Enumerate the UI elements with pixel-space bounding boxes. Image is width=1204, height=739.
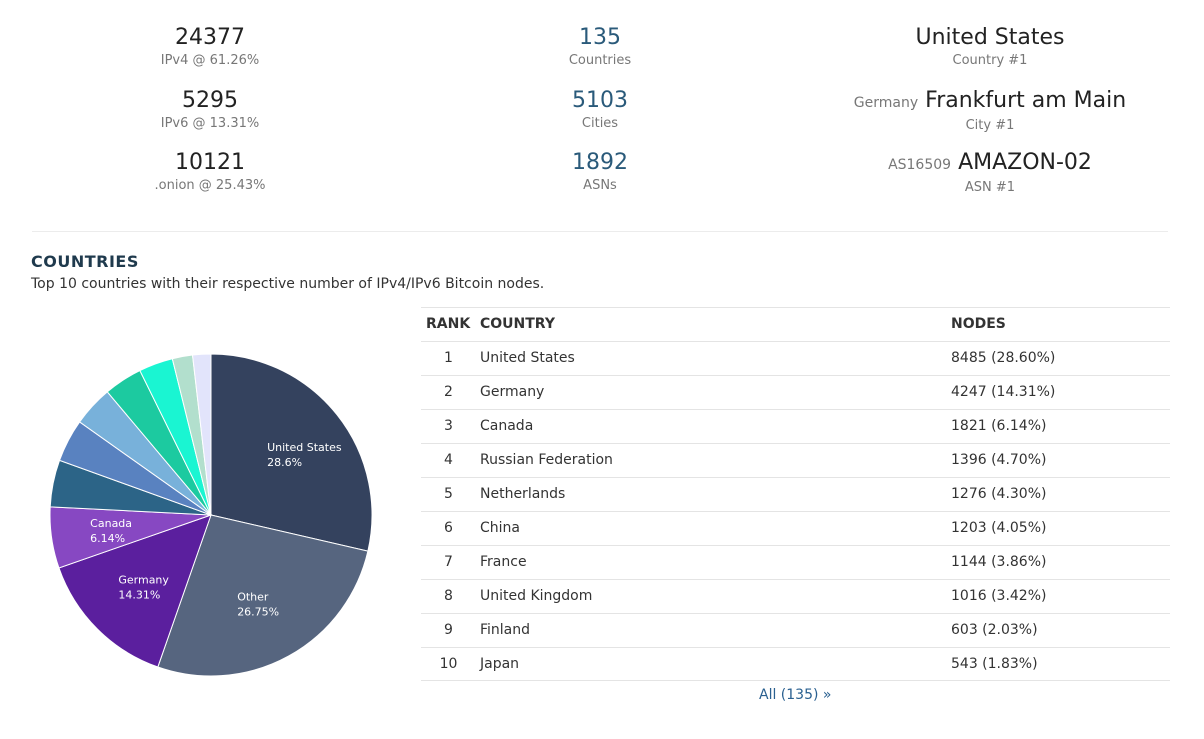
- row-country: Canada: [480, 418, 534, 434]
- onion-label: .onion @ 25.43%: [154, 178, 266, 193]
- row-rank: 3: [444, 418, 453, 434]
- row-rank: 5: [444, 486, 453, 502]
- row-country: Netherlands: [480, 486, 566, 502]
- row-country: United Kingdom: [480, 588, 593, 604]
- row-nodes: 1821 (6.14%): [951, 418, 1047, 434]
- table-row: 2 Germany 4247 (14.31%): [421, 375, 1170, 409]
- pie-slice-germany[interactable]: [58, 514, 212, 668]
- asns-label: ASNs: [583, 178, 617, 193]
- countries-pie-chart: United States 28.6% Other 26.75% Germany 14.3…: [50, 354, 372, 676]
- top-city-stat: Germany Frankfurt am Main City #1: [820, 87, 1160, 135]
- top-city-value: Frankfurt am Main: [925, 88, 1127, 113]
- table-row: 8 United Kingdom 1016 (3.42%): [421, 579, 1170, 613]
- ipv6-label: IPv6 @ 13.31%: [160, 116, 260, 131]
- pie-label-value: 6.14%: [90, 532, 125, 545]
- pie-slice-japan[interactable]: [191, 354, 212, 516]
- section-description: Top 10 countries with their respective n…: [31, 276, 545, 292]
- top-asn-label: ASN #1: [964, 180, 1016, 195]
- table-row: 9 Finland 603 (2.03%): [421, 613, 1170, 647]
- table-row: 1 United States 8485 (28.60%): [421, 341, 1170, 375]
- row-nodes: 603 (2.03%): [951, 622, 1038, 638]
- row-nodes: 1396 (4.70%): [951, 452, 1047, 468]
- pie-label-name: Germany: [118, 574, 169, 587]
- section-title: COUNTRIES: [31, 252, 139, 271]
- pie-label-value: 14.31%: [118, 589, 160, 602]
- top-asn-value: AMAZON-02: [958, 150, 1092, 175]
- row-nodes: 543 (1.83%): [951, 656, 1038, 672]
- countries-count: 135: [579, 25, 621, 50]
- cities-stat: 5103 Cities: [500, 87, 700, 133]
- row-nodes: 1276 (4.30%): [951, 486, 1047, 502]
- table-row: 7 France 1144 (3.86%): [421, 545, 1170, 579]
- ipv4-stat: 24377 IPv4 @ 61.26%: [110, 24, 310, 70]
- row-nodes: 1016 (3.42%): [951, 588, 1047, 604]
- ipv6-stat: 5295 IPv6 @ 13.31%: [110, 87, 310, 133]
- row-rank: 2: [444, 384, 453, 400]
- asns-count: 1892: [572, 150, 628, 175]
- cities-label: Cities: [581, 116, 619, 131]
- pie-label-name: United States: [267, 441, 342, 454]
- asns-stat: 1892 ASNs: [500, 149, 700, 195]
- row-country: France: [480, 554, 527, 570]
- row-country: Finland: [480, 622, 531, 638]
- top-country-stat: United States Country #1: [820, 24, 1160, 70]
- top-country-label: Country #1: [952, 53, 1028, 68]
- top-asn-stat: AS16509 AMAZON-02 ASN #1: [820, 149, 1160, 197]
- row-country: Japan: [480, 656, 520, 672]
- countries-stat: 135 Countries: [500, 24, 700, 70]
- countries-table: RANK COUNTRY NODES 1 United States 8485 …: [421, 307, 1170, 681]
- table-header: RANK COUNTRY NODES: [421, 307, 1170, 341]
- ipv4-label: IPv4 @ 61.26%: [160, 53, 260, 68]
- table-row: 10 Japan 543 (1.83%): [421, 647, 1170, 681]
- row-rank: 10: [439, 656, 458, 672]
- pie-slice-united-states[interactable]: [210, 354, 372, 552]
- countries-label: Countries: [568, 53, 632, 68]
- row-rank: 8: [444, 588, 453, 604]
- table-row: 6 China 1203 (4.05%): [421, 511, 1170, 545]
- pie-slice-other[interactable]: [157, 514, 369, 676]
- section-divider: [32, 231, 1168, 232]
- cities-count: 5103: [572, 88, 628, 113]
- row-country: United States: [480, 350, 575, 366]
- summary-stats: 24377 IPv4 @ 61.26% 5295 IPv6 @ 13.31% 1…: [0, 0, 1204, 230]
- onion-count: 10121: [175, 150, 245, 175]
- row-rank: 4: [444, 452, 453, 468]
- row-nodes: 1144 (3.86%): [951, 554, 1047, 570]
- row-rank: 6: [444, 520, 453, 536]
- table-row: 3 Canada 1821 (6.14%): [421, 409, 1170, 443]
- row-rank: 9: [444, 622, 453, 638]
- header-country: COUNTRY: [480, 316, 555, 332]
- row-country: Russian Federation: [480, 452, 613, 468]
- pie-label-name: Canada: [90, 517, 132, 530]
- top-city-label: City #1: [965, 118, 1015, 133]
- header-nodes: NODES: [951, 316, 1006, 332]
- row-nodes: 8485 (28.60%): [951, 350, 1056, 366]
- pie-svg: United States 28.6% Other 26.75% Germany 14.3…: [50, 354, 372, 676]
- row-nodes: 4247 (14.31%): [951, 384, 1056, 400]
- table-row: 5 Netherlands 1276 (4.30%): [421, 477, 1170, 511]
- pie-label-value: 26.75%: [237, 605, 279, 618]
- ipv6-count: 5295: [182, 88, 238, 113]
- top-asn-number: AS16509: [888, 157, 952, 173]
- row-nodes: 1203 (4.05%): [951, 520, 1047, 536]
- row-rank: 7: [444, 554, 453, 570]
- pie-label-name: Other: [237, 590, 269, 603]
- pie-label-value: 28.6%: [267, 456, 302, 469]
- top-country-value: United States: [915, 25, 1065, 50]
- ipv4-count: 24377: [175, 25, 245, 50]
- row-rank: 1: [444, 350, 453, 366]
- table-row: 4 Russian Federation 1396 (4.70%): [421, 443, 1170, 477]
- all-countries-link[interactable]: All (135) »: [759, 687, 832, 703]
- top-city-country: Germany: [853, 95, 919, 111]
- header-rank: RANK: [426, 316, 471, 332]
- onion-stat: 10121 .onion @ 25.43%: [110, 149, 310, 195]
- row-country: China: [480, 520, 520, 536]
- row-country: Germany: [480, 384, 545, 400]
